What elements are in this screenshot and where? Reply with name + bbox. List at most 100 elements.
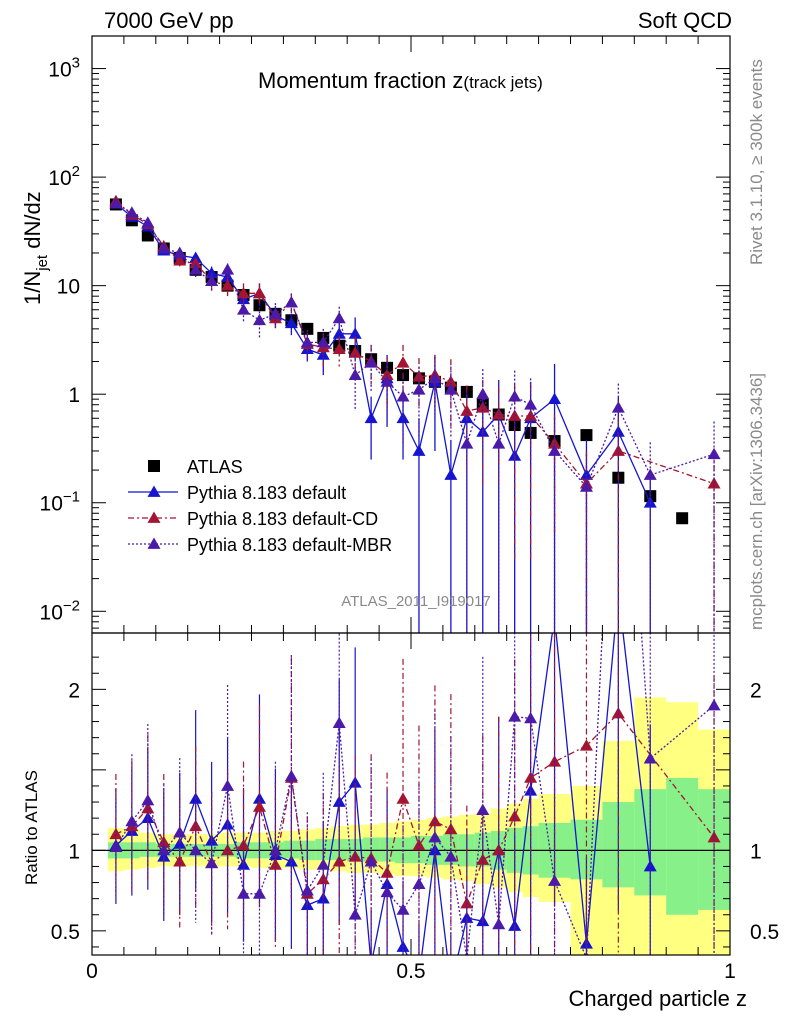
ratio-point [189,819,203,832]
ratio-point [412,877,426,890]
ratio-point [584,951,589,955]
series-point [109,197,123,209]
ratio-point [173,855,187,867]
series-point [205,274,219,287]
source-label: mcplots.cern.ch [arXiv:1306.3436] [747,373,766,630]
series-point [548,392,562,405]
y-tick-label: 1 [68,384,80,407]
ratio-point [300,884,314,896]
series-point [348,368,362,380]
series-point [707,447,721,460]
series-point [548,444,562,456]
atlas-point [580,429,593,442]
series-point [444,383,458,395]
ratio-point [396,792,410,804]
ratio-point [492,917,506,930]
series-point [396,390,410,402]
header-left: 7000 GeV pp [104,8,234,33]
series-point [332,311,346,324]
ratio-y-tick-label-right: 0.5 [750,921,779,944]
series-point [611,444,625,456]
ratio-band-inner [666,777,699,915]
ratio-point [173,826,187,838]
legend: ATLAS Pythia 8.183 default Pythia 8.183 de… [128,457,392,555]
series-point [611,425,625,437]
atlas-point [141,229,154,242]
series-point [157,241,171,254]
ratio-point [707,698,721,711]
series-point [492,408,506,420]
series-point [173,254,187,266]
ratio-y-tick-label: 1 [68,840,80,863]
x-axis-label: Charged particle z [568,986,747,1011]
series-point [284,316,298,329]
y-tick-label: 10−2 [40,597,80,624]
ratio-point [508,810,522,822]
series-point [364,356,378,368]
ratio-point [268,843,282,856]
ratio-point [611,707,625,719]
ratio-point [643,752,657,764]
series-point [348,346,362,358]
legend-marker-atlas [148,460,160,472]
legend-label: Pythia 8.183 default-CD [187,509,378,529]
ratio-point [579,739,593,751]
x-tick-label: 1 [724,960,736,983]
ratio-panel [92,633,730,955]
series-point [316,335,330,348]
ratio-point [141,801,155,814]
series-point [221,263,235,275]
series-point [348,327,362,339]
series-point [579,480,593,492]
ratio-point [428,830,442,843]
ratio-point [444,850,458,862]
series-point [460,404,474,416]
ratio-point [508,710,522,722]
main-panel [109,194,721,633]
legend-marker [147,511,161,523]
rivet-label: Rivet 3.1.10, ≥ 300k events [747,59,766,265]
ratio-point [464,951,469,955]
y-tick-label: 10 [57,276,80,299]
legend-marker [147,485,161,497]
watermark: ATLAS_2011_I919017 [341,593,491,610]
ratio-point [524,711,538,724]
ratio-y-axis-label: Ratio to ATLAS [22,770,41,885]
atlas-point [301,322,314,335]
ratio-point [460,896,474,909]
series-point [396,356,410,368]
legend-marker [147,537,161,549]
ratio-point [268,858,282,870]
ratio-point [252,887,266,899]
series-point [125,206,139,218]
ratio-y-tick-label-right: 1 [750,840,762,863]
ratio-point [348,776,362,788]
series-point [364,411,378,424]
series-point [643,468,657,480]
series-point [252,286,266,299]
series-point [189,263,203,275]
ratio-point [189,843,203,856]
series-point [412,444,426,456]
series-point [268,307,282,319]
series-point [428,371,442,384]
ratio-point [157,843,171,856]
series-point [284,295,298,308]
series-point [380,375,394,387]
series-point [611,401,625,413]
ratio-point [548,874,562,886]
series-line [115,200,715,485]
ratio-band-inner [363,837,380,862]
series-point [173,246,187,258]
ratio-point [460,911,474,923]
ratio-point [316,858,330,870]
ratio-point [205,856,219,869]
plot-title: Momentum fraction z(track jets) [258,68,543,93]
header-right: Soft QCD [638,8,732,33]
series-point [300,335,314,348]
series-point [444,375,458,387]
series-point [237,286,251,299]
ratio-point [109,840,123,853]
ratio-point [396,903,410,915]
